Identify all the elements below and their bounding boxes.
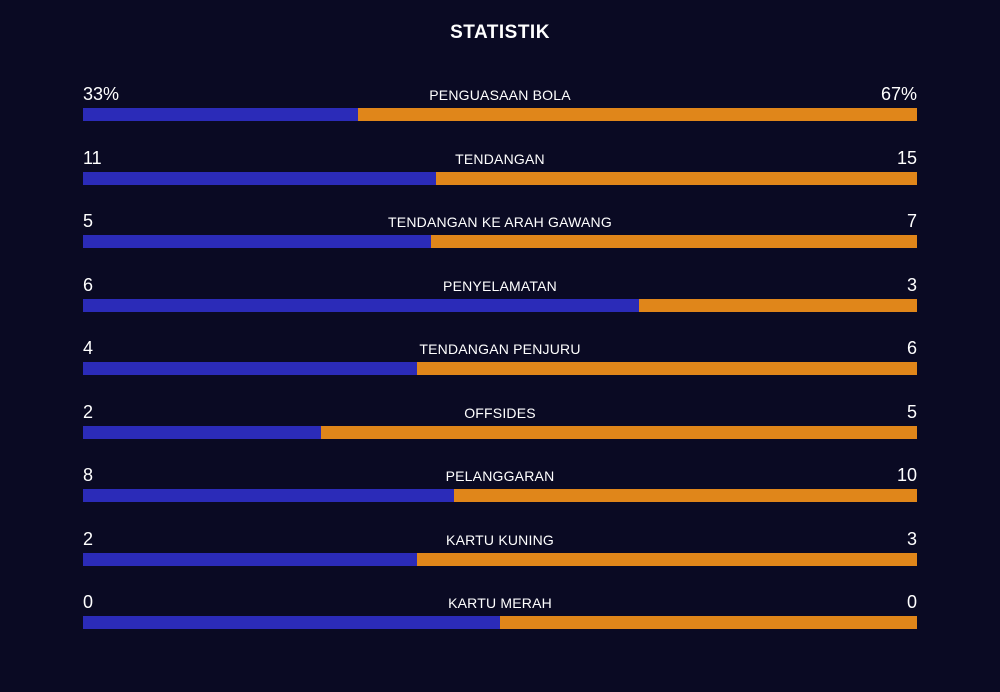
stat-row: 2 OFFSIDES 5 bbox=[83, 401, 917, 451]
home-bar bbox=[83, 362, 417, 375]
home-bar bbox=[83, 552, 417, 566]
stat-row: 0 KARTU MERAH 0 bbox=[83, 591, 917, 641]
away-value: 5 bbox=[906, 401, 917, 422]
home-bar bbox=[83, 235, 431, 248]
stat-label: PENGUASAAN BOLA bbox=[429, 87, 571, 103]
stat-label: PENYELAMATAN bbox=[443, 277, 557, 294]
stat-label: KARTU KUNING bbox=[446, 531, 554, 548]
away-bar bbox=[453, 489, 917, 502]
home-value: 6 bbox=[83, 274, 94, 295]
stat-label: TENDANGAN PENJURU bbox=[419, 341, 581, 357]
home-value: 2 bbox=[83, 401, 94, 422]
away-value: 10 bbox=[896, 465, 917, 485]
stat-label: OFFSIDES bbox=[464, 404, 536, 421]
away-bar bbox=[416, 362, 917, 375]
home-value: 5 bbox=[83, 211, 94, 231]
home-bar bbox=[83, 425, 322, 439]
away-value: 6 bbox=[906, 338, 917, 358]
home-value: 2 bbox=[83, 528, 94, 549]
stat-row: 33% PENGUASAAN BOLA 67% bbox=[83, 83, 917, 133]
stat-row: 5 TENDANGAN KE ARAH GAWANG 7 bbox=[83, 210, 917, 260]
home-bar bbox=[83, 616, 500, 629]
home-value: 11 bbox=[83, 147, 102, 168]
stat-label: PELANGGARAN bbox=[445, 468, 555, 484]
home-bar bbox=[83, 298, 639, 312]
away-bar bbox=[416, 552, 917, 566]
stat-row: 4 TENDANGAN PENJURU 6 bbox=[83, 337, 917, 387]
stat-row: 8 PELANGGARAN 10 bbox=[83, 464, 917, 514]
stat-row: 11 TENDANGAN 15 bbox=[83, 147, 917, 197]
away-bar bbox=[321, 425, 917, 439]
away-value: 7 bbox=[906, 211, 917, 231]
home-bar bbox=[83, 489, 454, 502]
home-value: 0 bbox=[83, 592, 94, 612]
home-bar bbox=[83, 171, 436, 185]
away-value: 15 bbox=[896, 147, 917, 168]
home-value: 4 bbox=[83, 338, 94, 358]
stat-label: TENDANGAN KE ARAH GAWANG bbox=[388, 214, 612, 230]
stat-row: 6 PENYELAMATAN 3 bbox=[83, 274, 917, 324]
stat-label: KARTU MERAH bbox=[448, 595, 552, 611]
home-value: 8 bbox=[83, 465, 94, 485]
away-value: 3 bbox=[906, 274, 917, 295]
away-value: 67% bbox=[880, 84, 917, 104]
title: STATISTIK bbox=[450, 22, 550, 43]
home-bar bbox=[83, 108, 359, 121]
away-bar bbox=[358, 108, 917, 121]
away-bar bbox=[430, 235, 917, 248]
away-value: 0 bbox=[906, 592, 917, 612]
away-value: 3 bbox=[906, 528, 917, 549]
away-bar bbox=[639, 298, 917, 312]
away-bar bbox=[500, 616, 917, 629]
home-value: 33% bbox=[83, 84, 120, 104]
stat-label: TENDANGAN bbox=[455, 150, 545, 167]
away-bar bbox=[435, 171, 917, 185]
stat-row: 2 KARTU KUNING 3 bbox=[83, 528, 917, 578]
